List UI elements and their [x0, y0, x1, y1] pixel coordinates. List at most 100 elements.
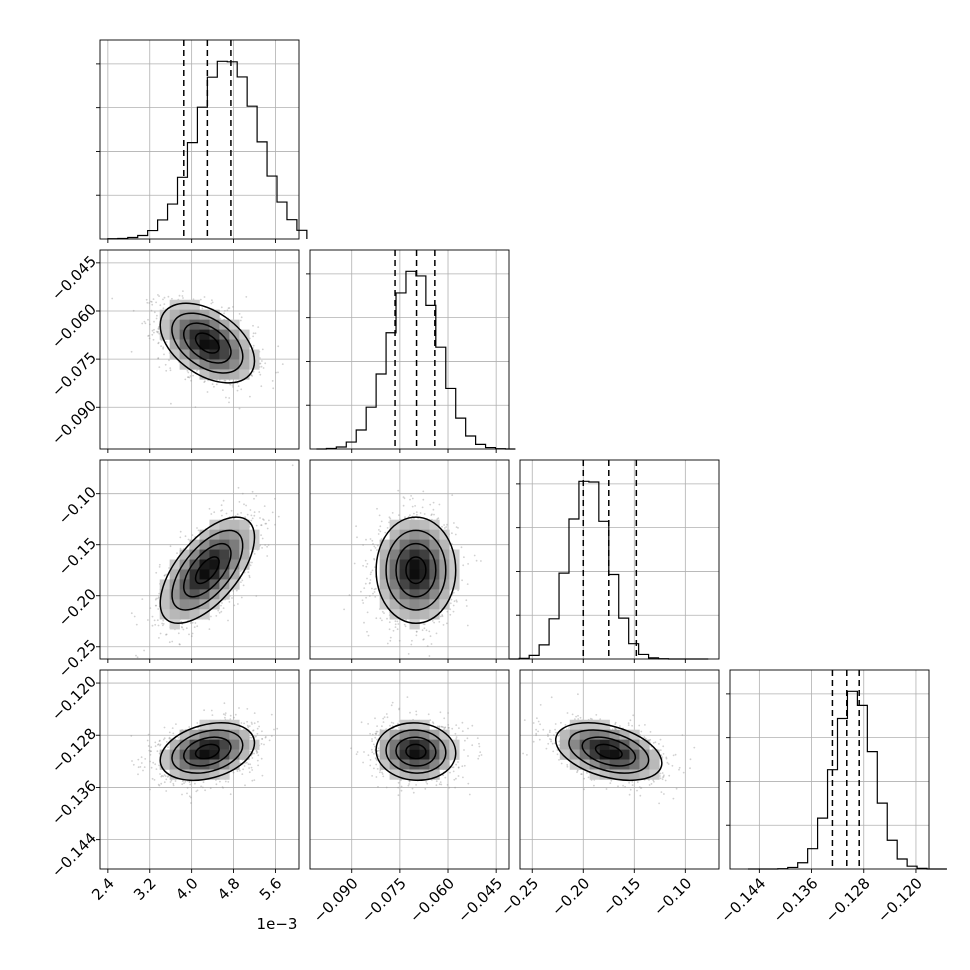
scatter-point: [443, 524, 445, 526]
scatter-point: [591, 718, 593, 721]
density-cell: [169, 559, 180, 570]
scatter-point: [259, 373, 262, 376]
scatter-point: [141, 322, 144, 325]
scatter-point: [433, 621, 435, 624]
scatter-point: [407, 653, 410, 655]
scatter-point: [248, 771, 251, 774]
scatter-point: [551, 742, 554, 745]
density-cell: [429, 519, 440, 530]
scatter-point: [178, 643, 181, 646]
contour-line: [194, 332, 220, 354]
density-cell: [239, 739, 250, 750]
scatter-point: [610, 779, 613, 782]
scatter-point: [180, 626, 183, 628]
scatter-point: [379, 771, 381, 774]
density-cell: [229, 759, 240, 770]
scatter-point: [648, 784, 651, 786]
scatter-point: [154, 763, 157, 766]
scatter-point: [232, 386, 234, 388]
scatter-point: [428, 630, 431, 633]
scatter-point: [668, 774, 671, 777]
scatter-point: [664, 779, 667, 782]
scatter-point: [365, 596, 367, 599]
scatter-point: [246, 724, 249, 727]
scatter-point: [144, 758, 147, 760]
scatter-point: [188, 780, 191, 783]
scatter-point: [111, 297, 114, 300]
scatter-point: [152, 761, 155, 764]
scatter-point: [421, 629, 424, 632]
scatter-point: [223, 312, 226, 315]
density-cell: [429, 529, 440, 540]
scatter-point: [133, 615, 136, 618]
density-cell: [159, 329, 170, 340]
density-cell: [209, 319, 220, 330]
scatter-point: [386, 617, 388, 620]
scatter-point: [237, 385, 240, 388]
scatter-point: [217, 609, 220, 612]
scatter-point: [153, 779, 156, 781]
scatter-point: [227, 781, 230, 783]
scatter-point: [381, 610, 384, 613]
scatter-point: [190, 379, 193, 382]
scatter-point: [555, 731, 557, 734]
scatter-point: [238, 407, 241, 410]
scatter-point: [193, 626, 196, 628]
scatter-point: [244, 784, 246, 787]
scatter-point: [249, 564, 252, 567]
scatter-point: [260, 534, 262, 536]
scatter-point: [250, 374, 253, 376]
scatter-point: [614, 723, 617, 725]
scatter-point: [408, 780, 411, 783]
density-cell: [179, 309, 190, 320]
density-cell: [179, 609, 190, 620]
density-cell: [229, 359, 240, 370]
scatter-point: [376, 768, 379, 770]
scatter-point: [380, 538, 383, 540]
scatter-point: [165, 341, 168, 343]
scatter-point: [415, 634, 418, 637]
scatter-point: [371, 738, 373, 740]
scatter-point: [375, 617, 378, 620]
scatter-point: [367, 634, 370, 637]
scatter-point: [394, 620, 397, 623]
scatter-point: [221, 602, 223, 604]
scatter-point: [362, 544, 364, 546]
density-cell: [209, 559, 220, 570]
scatter-point: [554, 728, 556, 731]
density-cell: [179, 339, 190, 350]
scatter-point: [379, 617, 382, 620]
scatter-point: [446, 622, 448, 625]
scatter-point: [396, 628, 399, 631]
density-cell: [239, 729, 250, 740]
density-cell: [229, 569, 240, 580]
scatter-point: [243, 765, 246, 767]
scatter-point: [457, 761, 459, 763]
scatter-point: [443, 727, 446, 729]
scatter-point: [423, 638, 425, 640]
scatter-point: [433, 513, 435, 516]
scatter-point: [451, 727, 454, 730]
scatter-point: [404, 625, 407, 628]
contour-line: [159, 722, 256, 782]
scatter-point: [163, 781, 166, 784]
scatter-point: [370, 748, 373, 751]
scatter-point: [439, 711, 442, 714]
scatter-point: [241, 579, 244, 582]
scatter-point: [371, 733, 374, 736]
scatter-point: [438, 621, 441, 623]
scatter-point: [615, 728, 617, 730]
scatter-point: [398, 707, 401, 710]
contour-line: [385, 729, 447, 774]
density-cell: [169, 619, 180, 630]
scatter-point: [247, 763, 250, 766]
scatter-point: [365, 565, 368, 568]
scatter-point: [650, 745, 653, 748]
scatter-point: [461, 765, 464, 768]
scatter-point: [177, 736, 180, 739]
scatter-point: [151, 329, 154, 332]
contour-line: [171, 312, 244, 374]
scatter-point: [187, 538, 190, 541]
density-cell: [179, 769, 190, 780]
scatter-point: [260, 757, 263, 760]
